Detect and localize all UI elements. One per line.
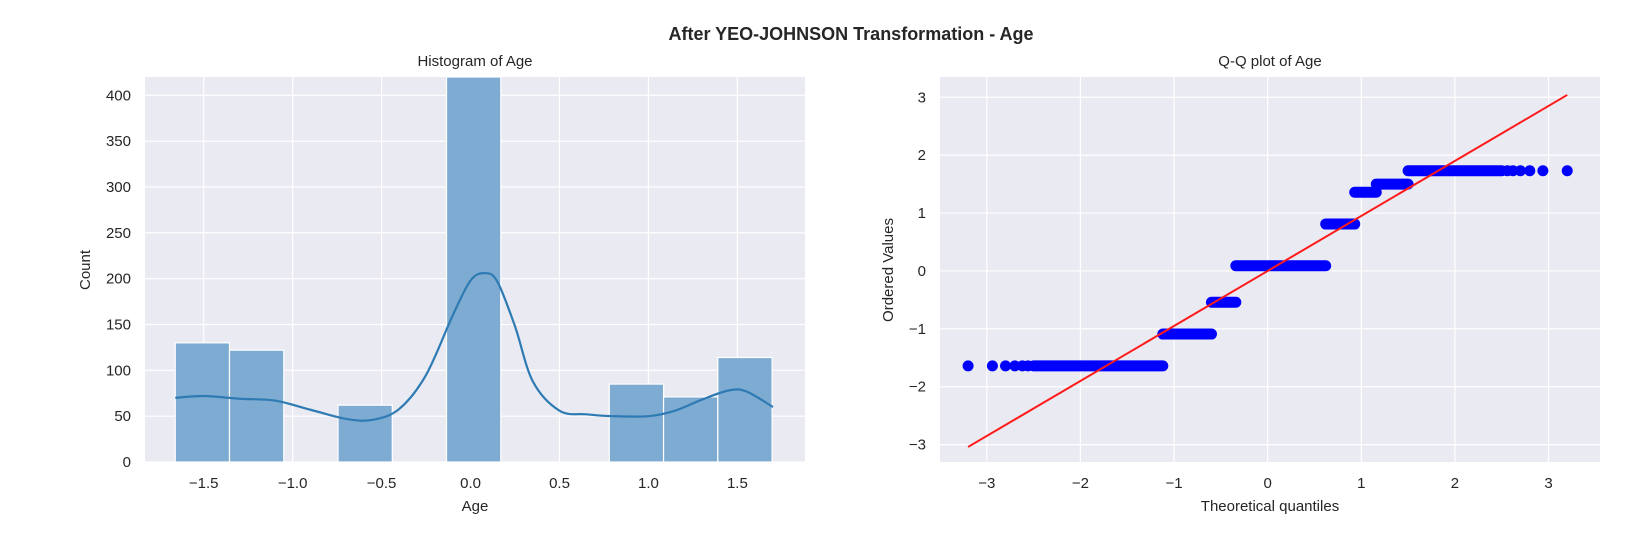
histogram-title: Histogram of Age xyxy=(417,53,532,70)
qq-point xyxy=(1000,360,1012,372)
qq-point-band xyxy=(1230,260,1332,272)
qq-point xyxy=(1524,165,1536,177)
histogram-bar xyxy=(445,76,502,463)
qq-y-tick-label: 2 xyxy=(918,147,926,164)
qq-fit-line xyxy=(967,94,1568,448)
histogram-y-tick-label: 350 xyxy=(106,133,131,150)
histogram-bar xyxy=(717,356,773,463)
qq-y-tick-label: 1 xyxy=(918,205,926,222)
histogram-y-tick-label: 250 xyxy=(106,225,131,242)
qq-point-band xyxy=(1205,296,1242,308)
histogram-x-tick-label: 1.5 xyxy=(727,475,748,492)
histogram-bar xyxy=(174,342,231,463)
qq-title: Q-Q plot of Age xyxy=(1218,53,1321,70)
histogram-y-tick-label: 300 xyxy=(106,179,131,196)
qq-y-tick-label: −2 xyxy=(909,379,926,396)
histogram-x-tick-label: 1.0 xyxy=(638,475,659,492)
histogram-y-tick-label: 0 xyxy=(123,454,131,471)
qq-x-label: Theoretical quantiles xyxy=(1201,498,1339,515)
histogram-x-tick-label: 0.0 xyxy=(460,475,481,492)
qq-x-ticks: −3 −2 −1 0 1 2 3 xyxy=(978,475,1552,492)
qq-point xyxy=(1514,165,1526,177)
histogram-x-tick-label: 0.5 xyxy=(549,475,570,492)
histogram-y-label: Count xyxy=(77,249,94,290)
qq-point xyxy=(962,360,974,372)
histogram-x-tick-label: −1.5 xyxy=(189,475,219,492)
histogram-bar xyxy=(337,404,393,463)
histogram-bar xyxy=(228,349,285,463)
kde-curve xyxy=(175,272,774,422)
qq-x-tick-label: 0 xyxy=(1263,475,1271,492)
qq-point xyxy=(1537,165,1549,177)
qq-x-tick-label: 1 xyxy=(1357,475,1365,492)
histogram-bar xyxy=(662,396,719,463)
qq-panel: −3 −2 −1 0 1 2 3 −3 −2 −1 0 1 2 3 Q-Q plot of Age Th… xyxy=(880,53,1600,515)
qq-x-tick-label: −3 xyxy=(978,475,995,492)
figure-title: After YEO-JOHNSON Transformation - Age xyxy=(668,24,1033,44)
histogram-x-label: Age xyxy=(462,498,489,515)
qq-point-band xyxy=(1028,360,1169,372)
qq-point xyxy=(1561,165,1573,177)
qq-x-tick-label: −2 xyxy=(1072,475,1089,492)
histogram-y-tick-label: 150 xyxy=(106,317,131,334)
histogram-y-tick-label: 50 xyxy=(114,408,131,425)
qq-point-band xyxy=(1370,178,1414,190)
qq-point-band xyxy=(1349,186,1382,198)
histogram-x-tick-label: −0.5 xyxy=(367,475,397,492)
histogram-y-tick-label: 200 xyxy=(106,271,131,288)
qq-y-label: Ordered Values xyxy=(880,218,897,322)
qq-x-tick-label: 2 xyxy=(1451,475,1459,492)
histogram-y-ticks: 0 50 100 150 200 250 300 350 400 xyxy=(106,87,131,471)
qq-points xyxy=(962,165,1573,372)
histogram-y-tick-label: 100 xyxy=(106,362,131,379)
qq-point-band xyxy=(1157,328,1217,340)
histogram-x-tick-label: −1.0 xyxy=(278,475,308,492)
histogram-bars xyxy=(174,76,773,463)
qq-y-tick-label: −3 xyxy=(909,437,926,454)
histogram-bar xyxy=(608,383,665,463)
qq-point-band xyxy=(1402,165,1508,177)
qq-point xyxy=(986,360,998,372)
qq-point xyxy=(1022,360,1034,372)
qq-y-tick-label: 0 xyxy=(918,263,926,280)
qq-y-ticks: −3 −2 −1 0 1 2 3 xyxy=(909,89,926,453)
qq-x-tick-label: −1 xyxy=(1165,475,1182,492)
histogram-y-tick-label: 400 xyxy=(106,87,131,104)
qq-y-tick-label: 3 xyxy=(918,89,926,106)
qq-x-tick-label: 3 xyxy=(1544,475,1552,492)
histogram-x-ticks: −1.5 −1.0 −0.5 0.0 0.5 1.0 1.5 xyxy=(189,475,748,492)
histogram-panel: −1.5 −1.0 −0.5 0.0 0.5 1.0 1.5 0 50 100 150 200 250… xyxy=(77,53,805,515)
qq-y-tick-label: −1 xyxy=(909,321,926,338)
